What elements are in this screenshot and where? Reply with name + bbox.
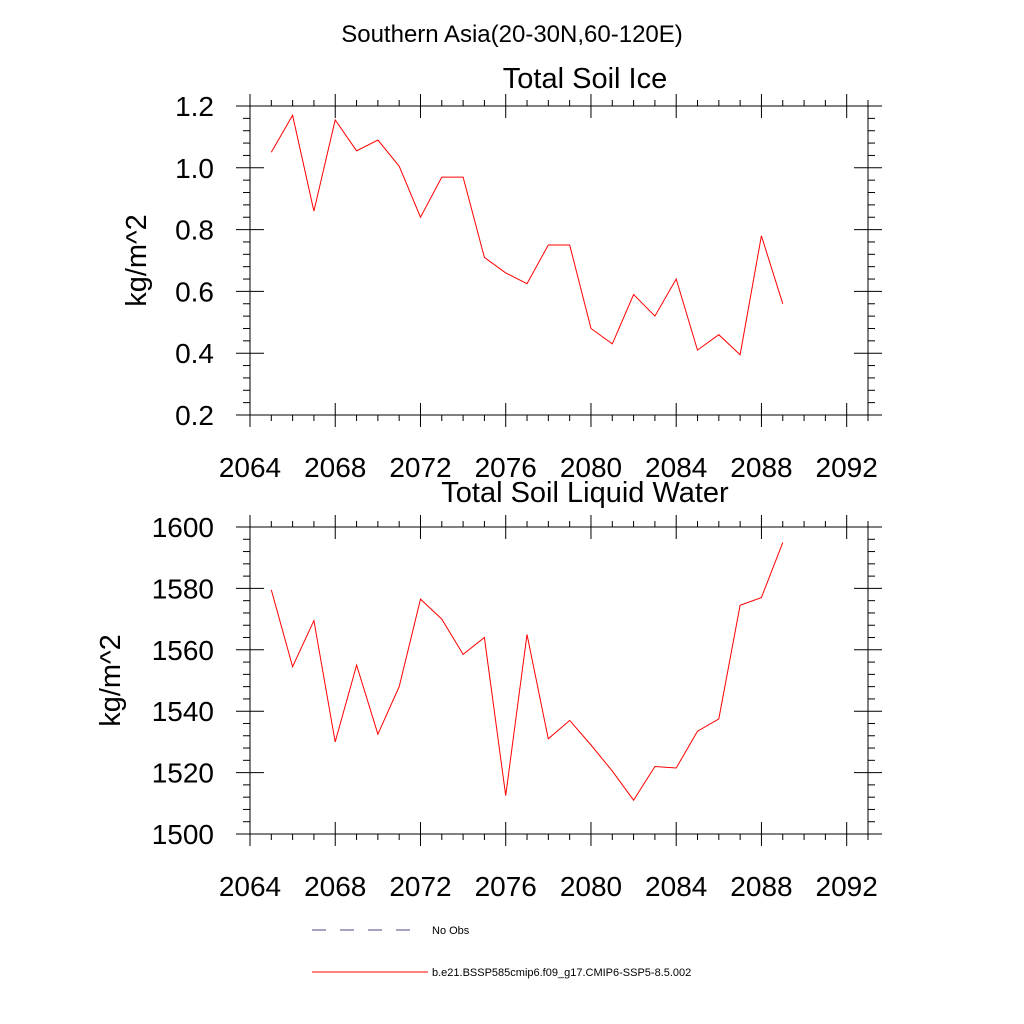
liquid-x-tick-label: 2064 bbox=[219, 871, 281, 902]
ice-x-tick-label: 2084 bbox=[645, 452, 707, 483]
ice-plot-frame bbox=[249, 105, 869, 416]
liquid-x-tick-label: 2068 bbox=[304, 871, 366, 902]
ice-y-tick-label: 1.0 bbox=[175, 153, 214, 184]
liquid-y-tick-label: 1540 bbox=[152, 696, 214, 727]
ice-x-tick-label: 2088 bbox=[730, 452, 792, 483]
liquid-y-tick-label: 1580 bbox=[152, 573, 214, 604]
soil-ice-panel: Total Soil Ice kg/m^2 2064 2068 2072 2076 2080… bbox=[121, 63, 882, 483]
liquid-x-tick-label: 2072 bbox=[389, 871, 451, 902]
ice-x-tick-label: 2080 bbox=[560, 452, 622, 483]
ice-x-tick-label: 2064 bbox=[219, 452, 281, 483]
figure-title: Southern Asia(20-30N,60-120E) bbox=[341, 21, 683, 48]
ice-chart-title: Total Soil Ice bbox=[503, 63, 667, 95]
ice-y-tick-label: 0.6 bbox=[175, 276, 214, 307]
liquid-x-tick-label: 2088 bbox=[730, 871, 792, 902]
liquid-x-tick-label: 2092 bbox=[816, 871, 878, 902]
ice-y-tick-label: 0.8 bbox=[175, 215, 214, 246]
liquid-y-axis-label: kg/m^2 bbox=[95, 634, 127, 727]
ice-y-tick-label: 0.2 bbox=[175, 400, 214, 431]
ice-x-tick-label: 2068 bbox=[304, 452, 366, 483]
liquid-y-tick-label: 1500 bbox=[152, 819, 214, 850]
legend-no-obs-label: No Obs bbox=[432, 925, 470, 937]
ice-y-tick-label: 1.2 bbox=[175, 91, 214, 122]
liquid-x-tick-label: 2084 bbox=[645, 871, 707, 902]
liquid-y-tick-label: 1600 bbox=[152, 512, 214, 543]
liquid-series-line bbox=[270, 542, 784, 802]
legend: No Obs b.e21.BSSP585cmip6.f09_g17.CMIP6-… bbox=[312, 925, 691, 979]
legend-model-label: b.e21.BSSP585cmip6.f09_g17.CMIP6-SSP5-8.… bbox=[432, 967, 691, 979]
liquid-x-tick-label: 2080 bbox=[560, 871, 622, 902]
ice-x-tick-label: 2092 bbox=[816, 452, 878, 483]
soil-liquid-water-panel: Total Soil Liquid Water kg/m^2 2064 2068 207… bbox=[95, 477, 882, 902]
liquid-chart-title: Total Soil Liquid Water bbox=[441, 477, 729, 509]
ice-y-tick-label: 0.4 bbox=[175, 338, 214, 369]
liquid-x-tick-label: 2076 bbox=[475, 871, 537, 902]
liquid-y-tick-label: 1520 bbox=[152, 758, 214, 789]
liquid-y-tick-label: 1560 bbox=[152, 635, 214, 666]
ice-series-line bbox=[270, 113, 784, 356]
ice-y-axis-label: kg/m^2 bbox=[121, 214, 153, 307]
liquid-plot-frame bbox=[249, 526, 869, 835]
ice-x-tick-label: 2076 bbox=[475, 452, 537, 483]
ice-x-tick-label: 2072 bbox=[389, 452, 451, 483]
